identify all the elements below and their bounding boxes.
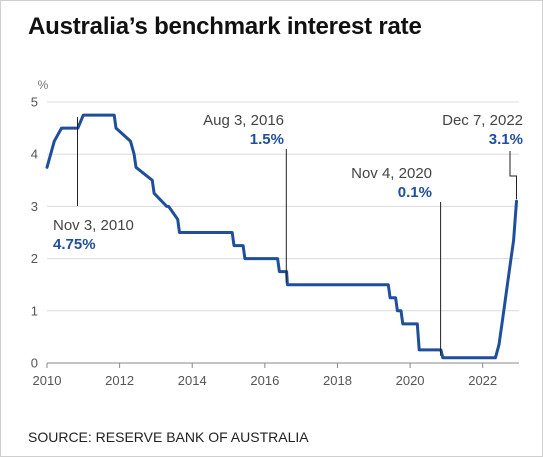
x-tick-label: 2020 (396, 373, 425, 388)
x-tick-label: 2022 (468, 373, 497, 388)
series-layer (45, 113, 518, 360)
annotation-value-label: 4.75% (53, 236, 96, 253)
x-tick-label: 2012 (105, 373, 134, 388)
annotation-value-label: 3.1% (489, 131, 523, 148)
chart-title: Australia’s benchmark interest rate (28, 13, 422, 40)
annotation-value-label: 0.1% (398, 184, 432, 201)
annotation-date-label: Nov 4, 2020 (351, 165, 432, 182)
grid-layer (47, 101, 519, 364)
annotation-date-label: Aug 3, 2016 (203, 112, 284, 129)
x-tick-label: 2016 (250, 373, 279, 388)
y-tick-label: 3 (31, 199, 38, 214)
source-note: SOURCE: RESERVE BANK OF AUSTRALIA (28, 429, 309, 445)
x-tick-label: 2018 (323, 373, 352, 388)
y-tick-label: 5 (31, 95, 38, 110)
annotation-date-label: Nov 3, 2010 (53, 217, 134, 234)
x-tick-label: 2010 (33, 373, 62, 388)
y-tick-label: 0 (31, 356, 38, 371)
y-tick-label: 1 (31, 303, 38, 318)
y-axis-unit: % (38, 78, 49, 92)
axis-layer: 0 1 2 3 4 5% 2010 2012 2014 2016 2018 2020 2022 (31, 78, 497, 388)
y-tick-label: 4 (31, 147, 38, 162)
annotation-value-label: 1.5% (250, 131, 284, 148)
x-tick-label: 2014 (178, 373, 207, 388)
annotation-leader-line (509, 151, 517, 200)
y-tick-label: 2 (31, 251, 38, 266)
rate-series-line (45, 113, 518, 360)
annotation-layer: Nov 3, 2010 4.75% Aug 3, 2016 1.5% Nov 4, 20… (53, 112, 523, 356)
annotation-date-label: Dec 7, 2022 (442, 112, 523, 129)
